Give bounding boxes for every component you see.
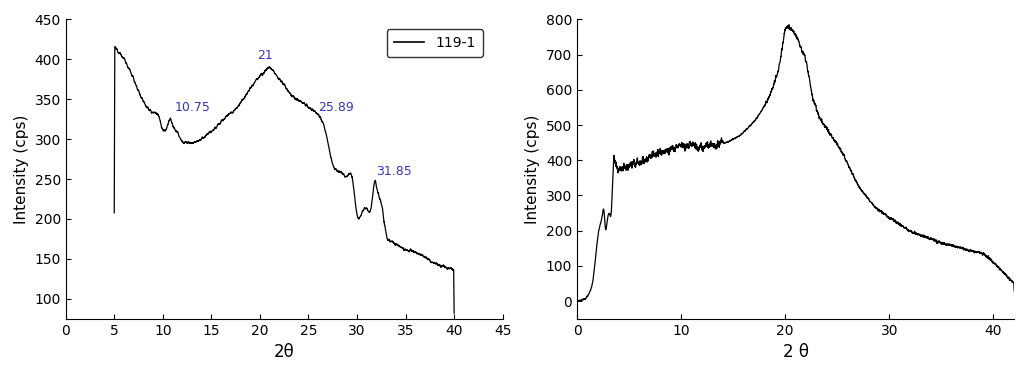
Legend: 119-1: 119-1 (387, 29, 482, 57)
X-axis label: 2 θ: 2 θ (782, 343, 809, 361)
Text: 21: 21 (257, 49, 272, 62)
Text: 10.75: 10.75 (175, 101, 211, 114)
Text: 25.89: 25.89 (319, 101, 354, 114)
Y-axis label: Intensity (cps): Intensity (cps) (14, 114, 29, 224)
Text: 31.85: 31.85 (376, 165, 412, 178)
X-axis label: 2θ: 2θ (273, 343, 295, 361)
Y-axis label: Intensity (cps): Intensity (cps) (525, 114, 541, 224)
